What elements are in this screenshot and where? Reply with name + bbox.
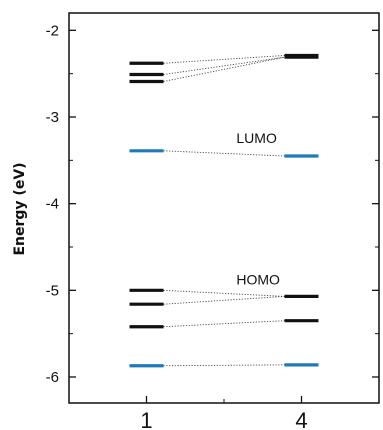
x-tick-label: 1 bbox=[140, 408, 152, 430]
correlation-line bbox=[163, 320, 285, 328]
y-axis-label: Energy (eV) bbox=[12, 162, 28, 255]
y-tick-label: -6 bbox=[46, 369, 59, 386]
y-tick-label: -2 bbox=[46, 22, 59, 39]
correlation-line bbox=[163, 56, 285, 75]
correlation-line bbox=[163, 55, 285, 64]
lumo-annotation: LUMO bbox=[236, 130, 277, 146]
y-tick-label: -4 bbox=[46, 196, 59, 213]
correlation-line bbox=[163, 289, 285, 297]
homo-annotation: HOMO bbox=[236, 271, 280, 287]
y-tick-label: -5 bbox=[46, 282, 59, 299]
x-tick-label: 4 bbox=[295, 408, 307, 430]
chart-marks: -2 -3 -4 -5 -6 1 4 bbox=[46, 22, 379, 430]
plot-frame bbox=[68, 12, 380, 404]
correlation-line bbox=[163, 150, 285, 157]
correlation-line bbox=[163, 56, 285, 82]
correlation-line bbox=[163, 364, 285, 367]
correlation-line bbox=[163, 295, 285, 305]
y-tick-label: -3 bbox=[46, 109, 59, 126]
